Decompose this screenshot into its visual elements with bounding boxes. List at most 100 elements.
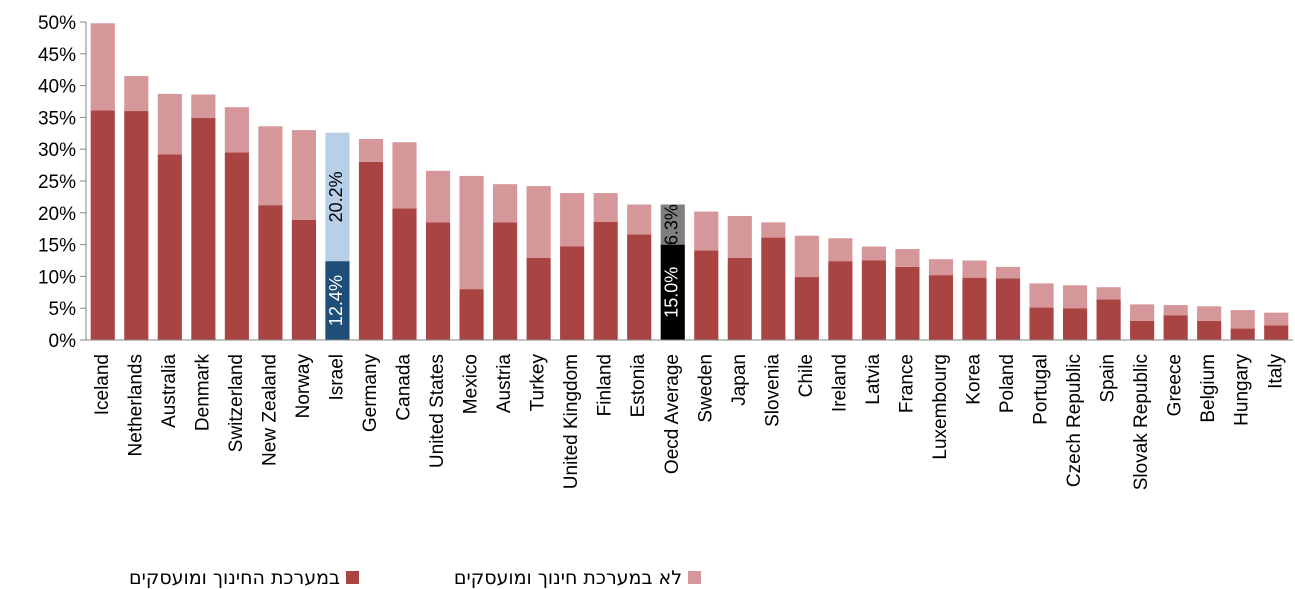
x-tick-label: New Zealand — [259, 354, 280, 466]
x-tick-label: United States — [427, 354, 448, 468]
bar-segment — [493, 222, 518, 340]
bar-segment — [425, 222, 451, 340]
bar-segment — [358, 161, 384, 340]
x-tick-label: Slovak Republic — [1131, 354, 1152, 490]
bar-segment — [1130, 304, 1155, 321]
bar-segment — [660, 204, 685, 245]
y-axis: 0% 5% 10% 15% 20% 25% 30% 35% 40% 45% 50% — [38, 13, 87, 352]
bar-segment — [325, 132, 350, 262]
bar-segment — [1063, 308, 1088, 340]
bar-segment — [459, 289, 484, 340]
bar-segment — [358, 139, 384, 162]
x-tick-label: Estonia — [628, 354, 649, 418]
bar-segment — [1230, 310, 1255, 329]
y-tick-label: 20% — [38, 204, 76, 225]
bar-segment — [593, 193, 618, 222]
bar-segment — [828, 261, 853, 340]
x-tick-label: Canada — [394, 354, 415, 421]
bar-segment — [962, 277, 987, 340]
bar-data-label: 20.2% — [326, 171, 346, 222]
bar-segment — [995, 266, 1021, 279]
bar-segment — [526, 186, 551, 258]
bar-segment — [191, 94, 216, 119]
legend-swatch — [346, 571, 359, 584]
legend-swatch — [688, 571, 701, 584]
y-tick-label: 0% — [49, 331, 77, 352]
bar-segment — [291, 219, 316, 340]
bar-data-label: 6.3% — [661, 204, 681, 245]
bar-segment — [660, 244, 685, 340]
bar-segment — [560, 246, 585, 340]
bar-segment — [1264, 312, 1289, 326]
x-axis: Iceland Netherlands Australia Denmark Switze… — [86, 339, 1293, 490]
bar-segment — [425, 170, 451, 223]
bar-segment — [1197, 320, 1222, 340]
legend: במערכת החינוך ומועסקים לא במערכת חינוך ומ… — [129, 567, 701, 589]
y-tick-label: 50% — [38, 13, 76, 34]
x-tick-label: United Kingdom — [561, 354, 582, 489]
bar-segment — [1230, 328, 1255, 340]
y-tick-label: 10% — [38, 267, 76, 288]
bar-segment — [392, 208, 417, 340]
bar-segment — [1096, 287, 1121, 300]
x-tick-label: Ireland — [829, 354, 850, 412]
bar-segment — [962, 260, 987, 278]
bar-segment — [493, 184, 518, 223]
bar-segment — [761, 222, 786, 238]
x-tick-label: Luxembourg — [930, 354, 951, 460]
x-tick-label: Japan — [729, 354, 750, 406]
bar-segment — [928, 275, 954, 340]
bar-segment — [1029, 307, 1054, 340]
legend-label: במערכת החינוך ומועסקים — [129, 567, 340, 589]
bar-segment — [157, 93, 182, 155]
bar-segment — [560, 193, 585, 247]
bar-labels: 12.4% 20.2% 15.0% 6.3% — [326, 171, 681, 326]
y-tick-label: 45% — [38, 45, 76, 66]
x-tick-label: Italy — [1265, 354, 1286, 389]
x-tick-label: Chile — [796, 354, 817, 397]
x-tick-label: Austria — [494, 354, 515, 414]
bar-segment — [1029, 283, 1054, 308]
bar-segment — [627, 234, 652, 340]
x-tick-label: Hungary — [1232, 354, 1253, 426]
bar-segment — [727, 215, 752, 258]
bar-segment — [861, 246, 886, 261]
bar-segment — [828, 238, 853, 262]
bar-segment — [1130, 320, 1155, 340]
x-tick-label: Denmark — [192, 354, 213, 432]
bar-segment — [157, 154, 182, 340]
x-tick-label: Turkey — [528, 354, 549, 412]
x-tick-label: Mexico — [461, 354, 482, 414]
bar-segment — [1197, 306, 1222, 321]
bar-segment — [861, 260, 886, 340]
bar-segment — [627, 204, 652, 235]
bar-segment — [995, 278, 1021, 340]
bar-segment — [258, 205, 283, 340]
x-tick-label: Czech Republic — [1064, 354, 1085, 487]
bar-segment — [124, 111, 149, 340]
bars — [90, 23, 1289, 341]
bar-segment — [694, 211, 719, 251]
bar-segment — [224, 152, 249, 340]
bar-segment — [1063, 285, 1088, 309]
x-tick-label: Belgium — [1198, 354, 1219, 423]
bar-data-label: 15.0% — [661, 267, 681, 318]
y-tick-label: 40% — [38, 77, 76, 98]
x-tick-label: Switzerland — [226, 354, 247, 452]
bar-segment — [191, 118, 216, 340]
bar-segment — [325, 261, 350, 340]
x-tick-label: Finland — [595, 354, 616, 416]
bar-data-label: 12.4% — [326, 275, 346, 326]
x-tick-label: Oecd Average — [662, 354, 683, 474]
bar-segment — [1163, 305, 1188, 316]
x-tick-label: Norway — [293, 354, 314, 419]
y-tick-label: 5% — [49, 299, 77, 320]
x-tick-label: Slovenia — [762, 354, 783, 427]
bar-segment — [761, 237, 786, 340]
bar-segment — [694, 250, 719, 340]
bar-segment — [90, 110, 115, 341]
y-tick-label: 25% — [38, 172, 76, 193]
bar-segment — [928, 259, 954, 276]
bar-segment — [291, 130, 316, 220]
bar-segment — [727, 257, 752, 340]
